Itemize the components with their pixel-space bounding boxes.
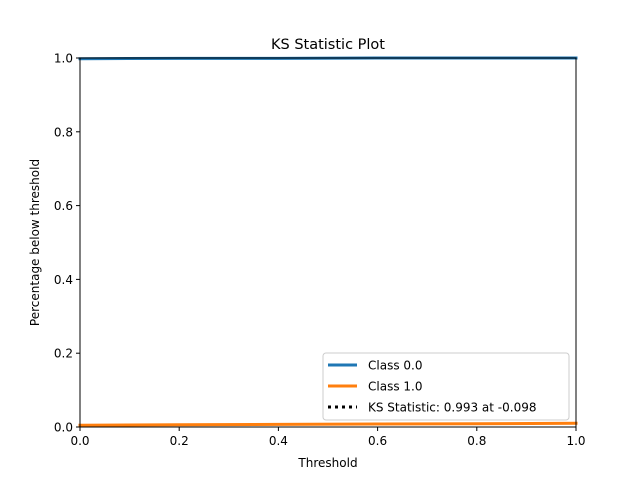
y-tick-label: 0.2 [54,347,73,361]
x-tick-label: 0.2 [170,434,189,448]
x-tick-label: 1.0 [566,434,585,448]
legend-frame [322,352,570,421]
y-tick-label: 1.0 [54,52,73,66]
legend-label-3: KS Statistic: 0.993 at -0.098 [368,401,537,415]
series-line-2 [78,421,578,427]
x-tick-label: 0.4 [269,434,288,448]
legend: Class 0.0 Class 1.0 KS Statistic: 0.993 at… [322,352,570,421]
y-tick-label: 0.8 [54,125,73,139]
y-axis: 0.0 0.2 0.4 0.6 0.8 1.0 [54,52,80,435]
y-tick-label: 0.4 [54,273,73,287]
y-axis-label: Percentage below threshold [28,159,42,326]
x-tick-label: 0.0 [70,434,89,448]
x-axis: 0.0 0.2 0.4 0.6 0.8 1.0 [70,427,586,448]
x-tick-label: 0.8 [467,434,486,448]
y-tick-label: 0.6 [54,199,73,213]
legend-label-1: Class 0.0 [368,359,422,373]
y-tick-label: 0.0 [54,421,73,435]
x-tick-label: 0.6 [368,434,387,448]
x-axis-label: Threshold [297,456,357,470]
legend-label-2: Class 1.0 [368,380,422,394]
plot-frame [79,57,577,428]
chart-title: KS Statistic Plot [271,37,385,53]
